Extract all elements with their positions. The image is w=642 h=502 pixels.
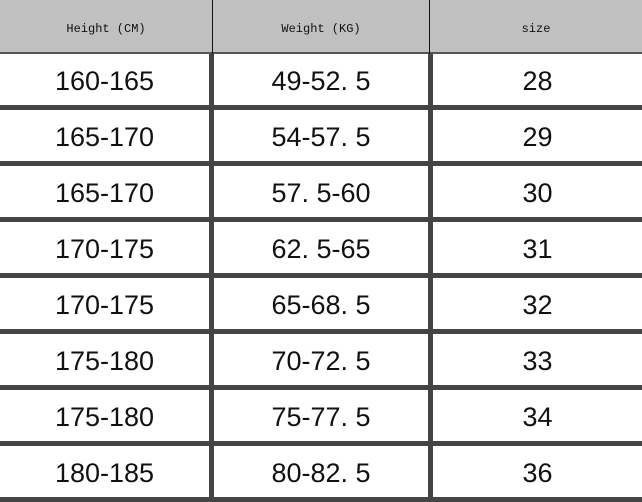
table-row: 160-165 49-52. 5 28 — [0, 54, 642, 110]
weight-cell: 80-82. 5 — [271, 458, 371, 488]
weight-cell: 57. 5-60 — [271, 178, 371, 208]
column-divider — [209, 54, 214, 500]
header-weight: Weight (KG) — [281, 22, 361, 36]
size-cell: 28 — [522, 66, 553, 96]
header-size: size — [521, 22, 551, 36]
weight-cell: 65-68. 5 — [271, 290, 371, 320]
size-cell: 30 — [522, 178, 553, 208]
table-row: 165-170 57. 5-60 30 — [0, 166, 642, 222]
size-cell: 33 — [522, 346, 553, 376]
table-row: 180-185 80-82. 5 36 — [0, 446, 642, 502]
header-divider — [429, 0, 430, 54]
table-row: 170-175 62. 5-65 31 — [0, 222, 642, 278]
table-row: 175-180 75-77. 5 34 — [0, 390, 642, 446]
weight-cell: 54-57. 5 — [271, 122, 371, 152]
height-cell: 175-180 — [54, 402, 155, 432]
size-cell: 31 — [522, 234, 553, 264]
table-row: 170-175 65-68. 5 32 — [0, 278, 642, 334]
weight-cell: 62. 5-65 — [271, 234, 371, 264]
table-body: 160-165 49-52. 5 28 165-170 54-57. 5 29 165-17… — [0, 54, 642, 502]
size-cell: 32 — [522, 290, 553, 320]
size-cell: 34 — [522, 402, 553, 432]
column-divider — [428, 54, 433, 500]
height-cell: 175-180 — [54, 346, 155, 376]
height-cell: 170-175 — [54, 290, 155, 320]
height-cell: 160-165 — [54, 66, 155, 96]
size-cell: 36 — [522, 458, 553, 488]
size-cell: 29 — [522, 122, 553, 152]
table-row: 175-180 70-72. 5 33 — [0, 334, 642, 390]
table-row: 165-170 54-57. 5 29 — [0, 110, 642, 166]
height-cell: 165-170 — [54, 122, 155, 152]
header-divider — [212, 0, 213, 54]
height-cell: 165-170 — [54, 178, 155, 208]
height-cell: 180-185 — [54, 458, 155, 488]
weight-cell: 49-52. 5 — [271, 66, 371, 96]
header-height: Height (CM) — [66, 22, 146, 36]
weight-cell: 75-77. 5 — [271, 402, 371, 432]
table-header: Height (CM) Weight (KG) size — [0, 0, 642, 54]
height-cell: 170-175 — [54, 234, 155, 264]
weight-cell: 70-72. 5 — [271, 346, 371, 376]
